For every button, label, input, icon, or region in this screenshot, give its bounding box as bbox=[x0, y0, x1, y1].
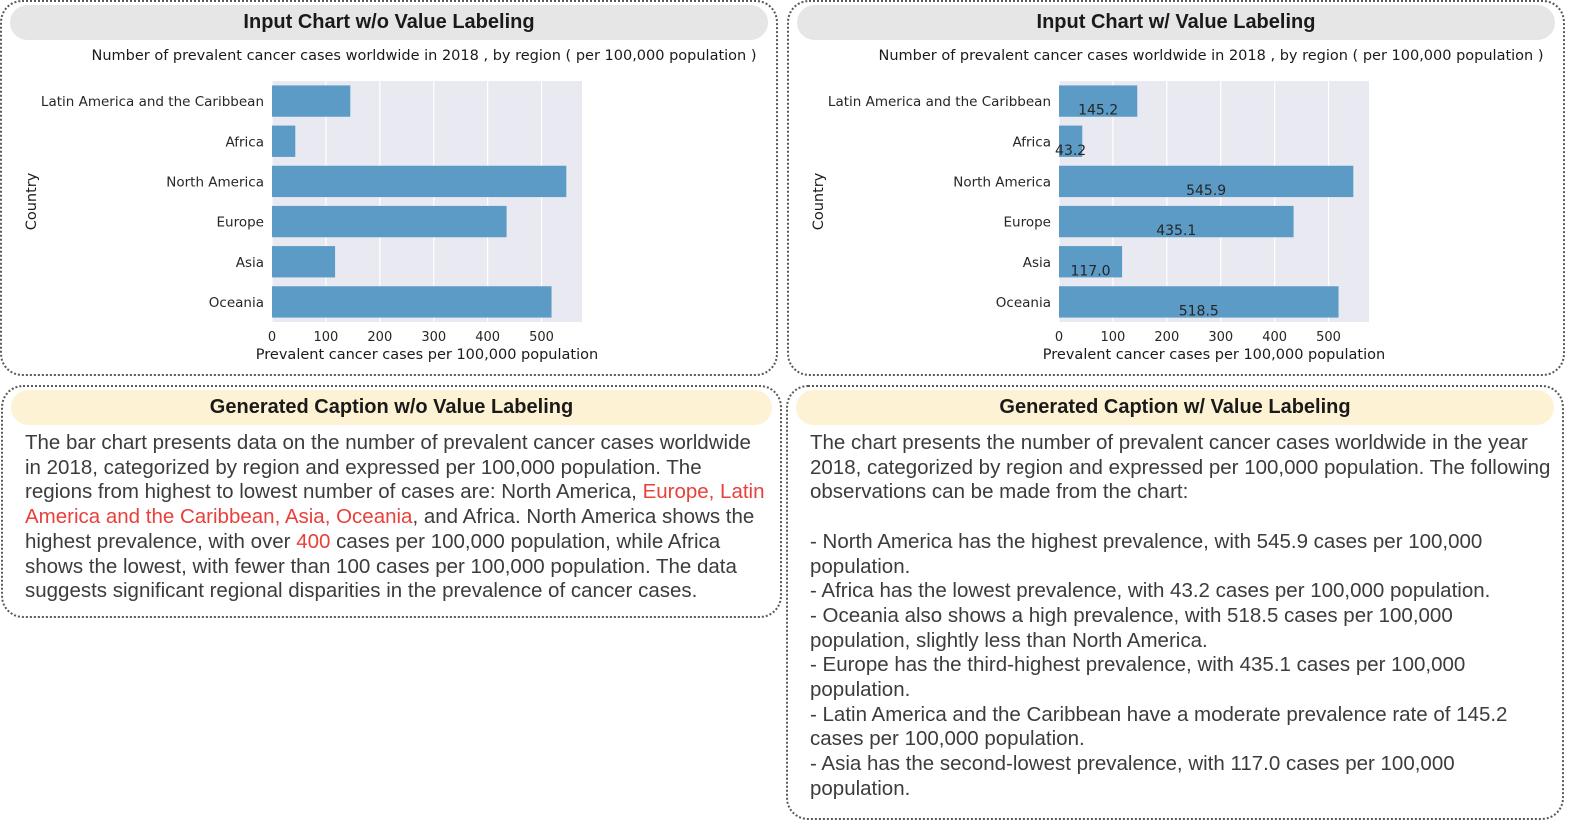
panel-title: Generated Caption w/ Value Labeling bbox=[796, 390, 1554, 425]
caption-point: - North America has the highest prevalen… bbox=[810, 529, 1483, 578]
caption-point: - Latin America and the Caribbean have a… bbox=[810, 702, 1508, 751]
x-axis-label: Prevalent cancer cases per 100,000 popul… bbox=[256, 347, 598, 363]
bar-chart-without-labels: 0 100 200 300 400 500 Latin America and the Ca… bbox=[24, 48, 757, 363]
x-tick-label: 200 bbox=[1154, 330, 1179, 345]
chart-title: Number of prevalent cancer cases worldwi… bbox=[91, 48, 756, 64]
panel-title: Input Chart w/o Value Labeling bbox=[10, 5, 768, 40]
bar bbox=[1059, 165, 1354, 198]
caption-text-with-labels: The chart presents the number of prevale… bbox=[810, 431, 1552, 802]
caption-span: cases per 100,000 population, while Afri… bbox=[25, 529, 737, 603]
y-axis-label: Country bbox=[811, 172, 827, 230]
caption-error-span: Europe, Latin America and the Caribbean,… bbox=[25, 480, 765, 529]
y-tick-label: Africa bbox=[225, 134, 264, 150]
x-tick-label: 400 bbox=[475, 330, 500, 345]
y-tick-label: Oceania bbox=[996, 295, 1051, 311]
panel-caption-without-labels: Generated Caption w/o Value Labeling The… bbox=[1, 385, 782, 618]
bar bbox=[272, 286, 552, 318]
x-tick-label: 500 bbox=[529, 330, 554, 345]
y-tick-label: Europe bbox=[1004, 215, 1051, 231]
chart-title: Number of prevalent cancer cases worldwi… bbox=[878, 48, 1543, 64]
bar-chart-with-labels: 0 100 200 300 400 500 Latin America and the Ca… bbox=[811, 48, 1544, 363]
x-tick-label: 500 bbox=[1316, 330, 1341, 345]
y-tick-label: Asia bbox=[1023, 255, 1051, 271]
caption-error-span: 400 bbox=[296, 529, 331, 553]
x-tick-label: 400 bbox=[1262, 330, 1287, 345]
panel-title: Input Chart w/ Value Labeling bbox=[797, 5, 1555, 40]
data-label: 117.0 bbox=[1070, 263, 1110, 279]
bar bbox=[272, 165, 567, 198]
caption-span: , and Africa. North America shows the hi… bbox=[25, 505, 755, 553]
caption-text-without-labels: The bar chart presents data on the numbe… bbox=[25, 431, 770, 604]
y-tick-label: Latin America and the Caribbean bbox=[828, 94, 1051, 110]
bar bbox=[272, 205, 507, 238]
y-tick-label: North America bbox=[166, 174, 264, 190]
caption-point: - Asia has the second-lowest prevalence,… bbox=[810, 752, 1455, 800]
bar bbox=[1059, 246, 1123, 278]
data-label: 518.5 bbox=[1179, 304, 1219, 320]
data-label: 545.9 bbox=[1186, 183, 1226, 199]
plot-area bbox=[272, 81, 582, 322]
y-tick-label: Latin America and the Caribbean bbox=[41, 94, 264, 110]
y-tick-label: Oceania bbox=[209, 295, 264, 311]
panel-title: Generated Caption w/o Value Labeling bbox=[11, 390, 772, 425]
x-tick-label: 300 bbox=[1208, 330, 1233, 345]
data-label: 435.1 bbox=[1156, 223, 1196, 239]
y-tick-label: Asia bbox=[236, 255, 264, 271]
caption-point: - Africa has the lowest prevalence, with… bbox=[810, 579, 1491, 603]
x-tick-label: 100 bbox=[313, 330, 338, 345]
bar bbox=[272, 85, 351, 117]
panel-chart-with-labels: Input Chart w/ Value Labeling 0 100 200 300… bbox=[787, 0, 1565, 376]
y-tick-label: North America bbox=[953, 174, 1051, 190]
x-tick-label: 0 bbox=[268, 330, 276, 345]
bar bbox=[1059, 125, 1083, 157]
data-label: 43.2 bbox=[1055, 143, 1086, 159]
data-label: 145.2 bbox=[1078, 103, 1118, 119]
caption-intro: The chart presents the number of prevale… bbox=[810, 431, 1551, 504]
x-tick-label: 0 bbox=[1055, 330, 1063, 345]
x-tick-label: 200 bbox=[367, 330, 392, 345]
y-tick-label: Africa bbox=[1012, 134, 1051, 150]
bar bbox=[1059, 85, 1138, 117]
bar bbox=[272, 125, 296, 157]
caption-span: The bar chart presents data on the numbe… bbox=[25, 431, 751, 504]
x-tick-label: 300 bbox=[421, 330, 446, 345]
y-axis-label: Country bbox=[24, 172, 40, 230]
panel-chart-without-labels: Input Chart w/o Value Labeling 0 100 200 30… bbox=[0, 0, 778, 376]
plot-area bbox=[1059, 81, 1369, 322]
y-tick-label: Europe bbox=[217, 215, 264, 231]
caption-point: - Europe has the third-highest prevalenc… bbox=[810, 653, 1466, 702]
x-tick-label: 100 bbox=[1100, 330, 1125, 345]
x-axis-label: Prevalent cancer cases per 100,000 popul… bbox=[1043, 347, 1385, 363]
bar bbox=[272, 246, 336, 278]
bar bbox=[1059, 286, 1339, 318]
bar bbox=[1059, 205, 1294, 238]
caption-point: - Oceania also shows a high prevalence, … bbox=[810, 603, 1453, 652]
panel-caption-with-labels: Generated Caption w/ Value Labeling The … bbox=[786, 385, 1564, 820]
